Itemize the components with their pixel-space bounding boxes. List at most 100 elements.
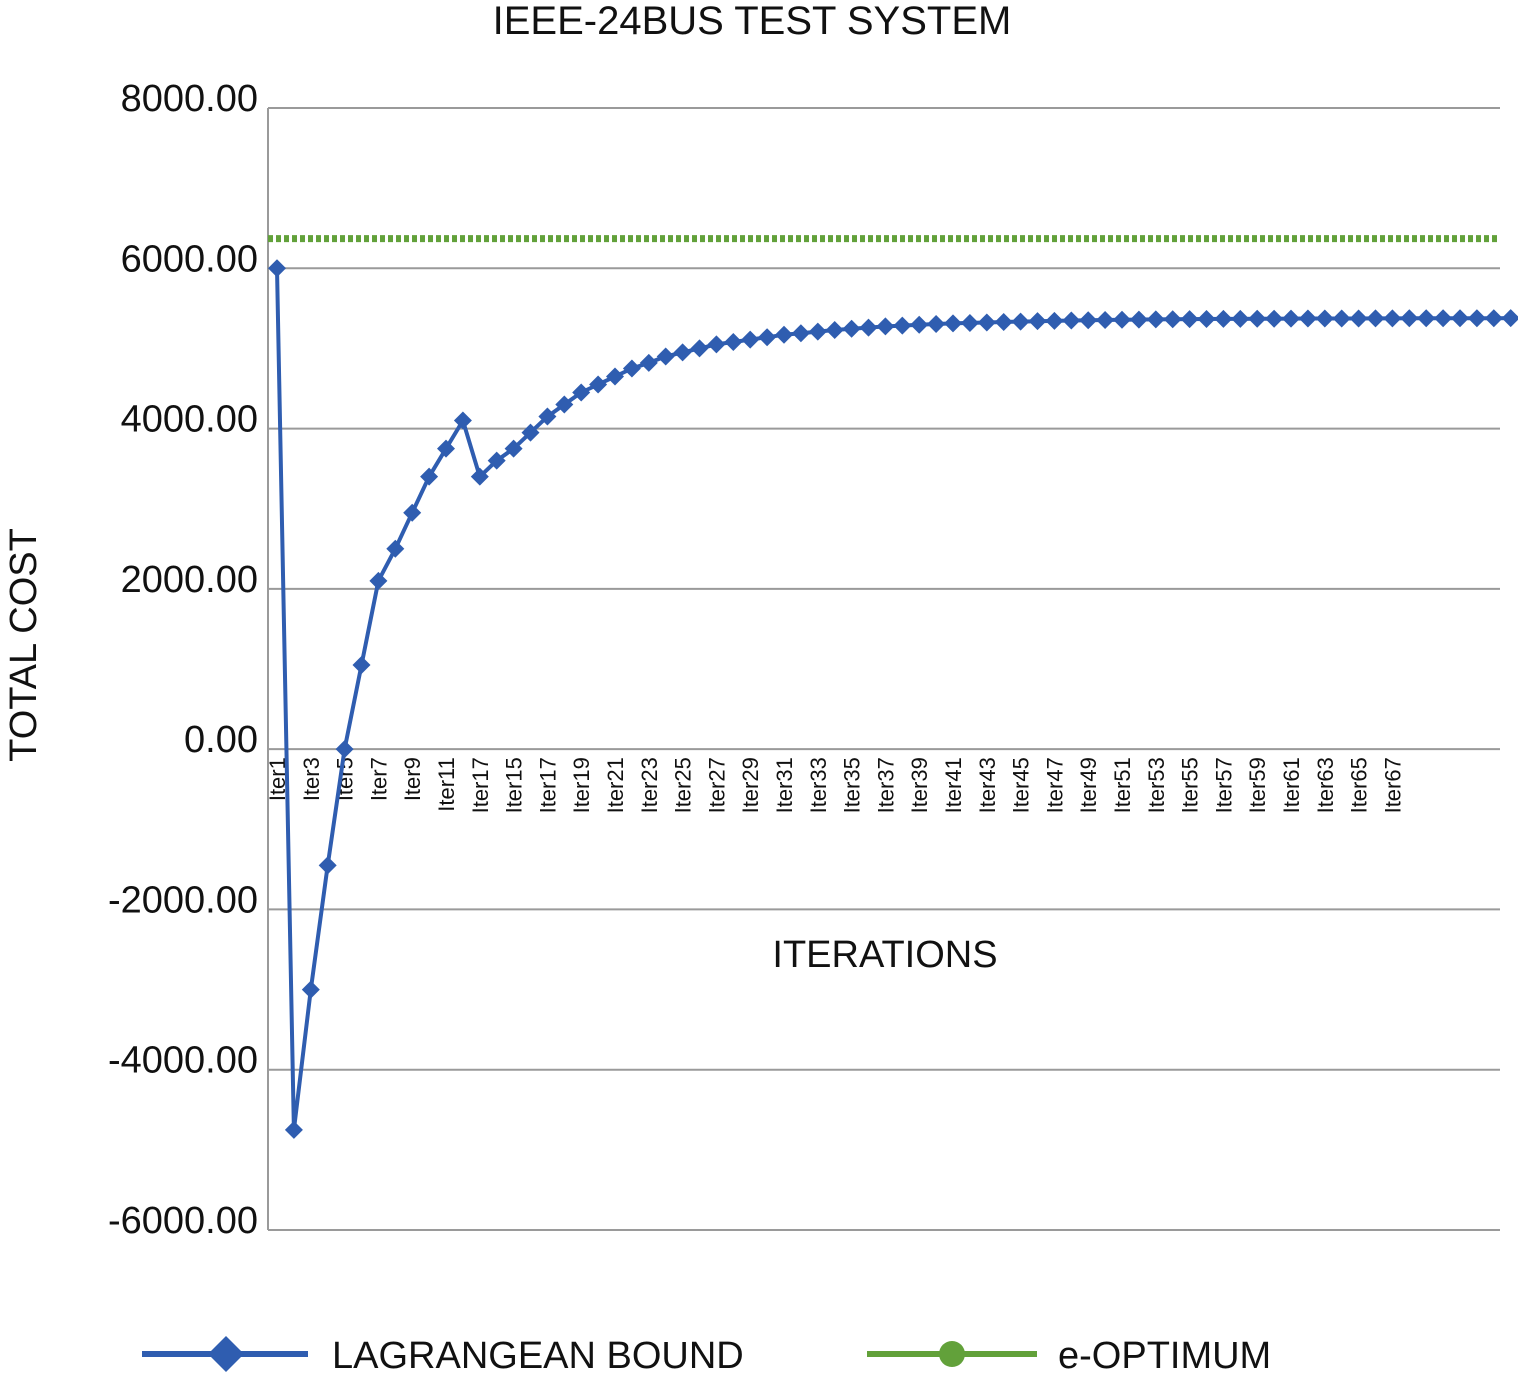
x-tick-label: Iter67 <box>1380 757 1405 813</box>
y-tick-label: -6000.00 <box>108 1200 258 1242</box>
lagrangean-point <box>1265 309 1284 328</box>
y-tick-label: 0.00 <box>184 719 258 761</box>
y-tick-label: 2000.00 <box>121 559 258 601</box>
lagrangean-point <box>1434 309 1453 328</box>
lagrangean-point <box>876 317 895 336</box>
lagrangean-point <box>352 655 371 674</box>
lagrangean-point <box>690 339 709 358</box>
lagrangean-point <box>859 318 878 337</box>
lagrangean-point <box>1028 312 1047 331</box>
lagrangean-point <box>1467 309 1486 328</box>
lagrangean-point <box>453 411 472 430</box>
lagrangean-point <box>487 451 506 470</box>
x-tick-label: Iter51 <box>1110 757 1135 813</box>
legend-circle-marker <box>939 1341 965 1367</box>
lagrangean-point <box>437 439 455 458</box>
lagrangean-point <box>1248 309 1267 328</box>
lagrangean-point <box>538 407 557 426</box>
lagrangean-point <box>1129 310 1148 329</box>
lagrangean-point <box>521 423 540 442</box>
lagrangean-point <box>622 359 641 378</box>
x-tick-label: Iter31 <box>772 757 797 813</box>
x-tick-label: Iter33 <box>806 757 831 813</box>
lagrangean-point <box>403 503 422 522</box>
x-tick-label: Iter19 <box>569 757 594 813</box>
y-tick-label: -4000.00 <box>108 1040 258 1082</box>
chart-title: IEEE-24BUS TEST SYSTEM <box>493 0 1012 43</box>
lagrangean-point <box>994 312 1013 331</box>
x-tick-label: Iter43 <box>975 757 1000 813</box>
legend-item-lagrangean-bound: LAGRANGEAN BOUND <box>142 1335 744 1373</box>
x-axis-title: ITERATIONS <box>772 934 997 976</box>
x-tick-label: Iter9 <box>400 757 425 801</box>
lagrangean-line <box>275 268 1511 1132</box>
x-tick-label: Iter7 <box>366 757 391 801</box>
lagrangean-point <box>673 343 692 362</box>
lagrangean-point <box>808 322 827 341</box>
y-tick-label: 6000.00 <box>121 238 258 280</box>
x-tick-label: Iter21 <box>603 757 628 813</box>
x-tick-label: Iter27 <box>704 757 729 813</box>
legend: LAGRANGEAN BOUND e-OPTIMUM <box>142 1335 1271 1373</box>
x-tick-label: Iter39 <box>907 757 932 813</box>
lagrangean-point <box>369 571 388 590</box>
x-tick-label: Iter37 <box>873 757 898 813</box>
x-tick-label: Iter41 <box>941 757 966 813</box>
lagrangean-point <box>825 320 844 339</box>
lagrangean-point <box>470 467 489 486</box>
lagrangean-point <box>1045 311 1064 330</box>
y-tick-label: 8000.00 <box>121 78 258 120</box>
lagrangean-point <box>775 325 793 344</box>
lagrangean-point <box>944 314 962 333</box>
lagrangean-point <box>1079 311 1098 330</box>
x-tick-label: Iter17 <box>468 757 493 813</box>
gridlines <box>268 107 1500 1231</box>
lagrangean-point <box>386 539 405 558</box>
lagrangean-point <box>656 347 675 366</box>
x-tick-label: Iter63 <box>1313 757 1338 813</box>
y-tick-labels: 8000.00 6000.00 4000.00 2000.00 0.00 -2000.00… <box>108 78 258 1242</box>
lagrangean-point <box>572 383 591 402</box>
y-axis-title: TOTAL COST <box>3 528 45 762</box>
lagrangean-point <box>1096 310 1115 329</box>
lagrangean-point <box>1062 311 1081 330</box>
lagrangean-point <box>1011 312 1030 331</box>
lagrangean-point <box>268 259 286 278</box>
lagrangean-point <box>606 367 624 386</box>
lagrangean-point <box>1484 309 1503 328</box>
x-tick-label: Iter17 <box>535 757 560 813</box>
lagrangean-point <box>791 324 810 343</box>
lagrangean-point <box>1349 309 1368 328</box>
lagrangean-point <box>335 740 354 759</box>
legend-label-e-optimum: e-OPTIMUM <box>1058 1335 1271 1373</box>
x-tick-label: Iter11 <box>434 757 459 812</box>
lagrangean-point <box>1197 310 1216 329</box>
legend-diamond-marker <box>208 1336 244 1372</box>
x-tick-label: Iter29 <box>738 757 763 813</box>
lagrangean-point <box>1113 310 1131 329</box>
x-tick-label: Iter49 <box>1076 757 1101 813</box>
lagrangean-point <box>589 375 608 394</box>
lagrangean-point <box>1332 309 1351 328</box>
lagrangean-point <box>1417 309 1436 328</box>
lagrangean-point <box>555 395 574 414</box>
lagrangean-point <box>1146 310 1165 329</box>
lagrangean-point <box>1400 309 1419 328</box>
lagrangean-point <box>1451 309 1469 328</box>
x-tick-label: Iter35 <box>840 757 865 813</box>
lagrangean-point <box>960 313 979 332</box>
lagrangean-point <box>910 315 929 334</box>
lagrangean-point <box>1163 310 1182 329</box>
lagrangean-point <box>284 1120 303 1139</box>
legend-item-e-optimum: e-OPTIMUM <box>867 1335 1271 1373</box>
lagrangean-point <box>1282 309 1300 328</box>
lagrangean-point <box>758 328 777 347</box>
lagrangean-point <box>504 439 523 458</box>
legend-label-lagrangean: LAGRANGEAN BOUND <box>332 1335 744 1373</box>
lagrangean-point <box>1180 310 1199 329</box>
lagrangean-point <box>977 313 996 332</box>
lagrangean-point <box>1298 309 1317 328</box>
lagrangean-point <box>301 980 320 999</box>
x-tick-label: Iter25 <box>671 757 696 813</box>
